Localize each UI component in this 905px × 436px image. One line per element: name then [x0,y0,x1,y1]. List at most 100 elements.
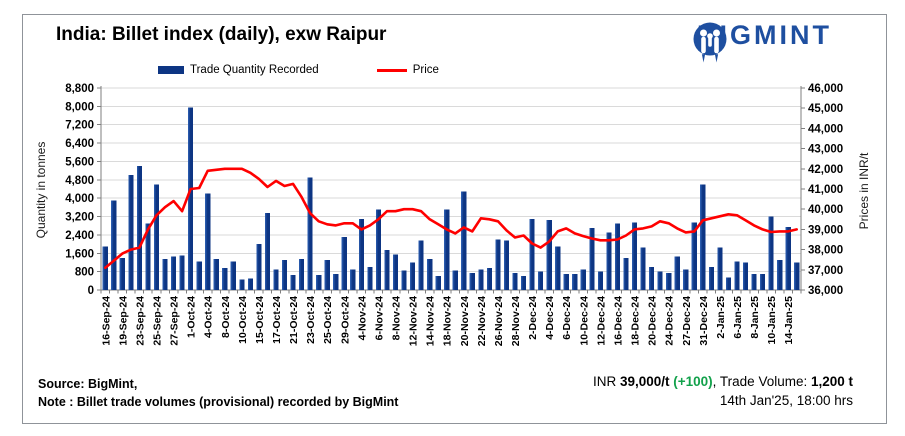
quantity-bar [281,260,288,290]
y-left-tick-label: 800 [75,267,94,279]
x-axis-label: 12-Nov-24 [408,296,420,346]
quantity-bar [734,261,740,290]
x-axis-label: 10-Jan-25 [766,296,778,345]
y-right-tick-label: 43,000 [808,144,843,156]
quantity-bar [247,278,253,290]
quantity-bar [162,259,168,290]
x-axis-label: 25-Sep-24 [151,296,163,346]
quantity-bar [205,193,211,290]
y-right-tick-label: 46,000 [808,83,843,95]
quantity-bar [478,269,484,290]
quantity-bar [708,267,714,290]
quantity-bar [290,275,296,290]
x-axis-label: 16-Dec-24 [612,296,624,346]
x-axis-label: 21-Oct-24 [288,296,300,344]
quantity-bar [572,273,578,290]
quantity-bar [785,226,791,290]
quantity-bar [768,216,774,290]
quantity-bar [170,256,177,290]
x-axis-label: 23-Oct-24 [305,296,317,344]
y-right-tick-label: 44,000 [808,123,843,135]
quantity-bar [700,184,706,290]
y-left-tick-label: 8,000 [65,101,94,113]
x-axis-label: 8-Nov-24 [391,296,403,341]
x-axis-label: 6-Dec-24 [561,296,573,340]
quantity-bar [409,262,416,290]
x-axis-label: 26-Nov-24 [493,296,505,346]
quantity-bar [623,257,629,290]
quantity-bar [196,261,202,290]
x-axis-label: 24-Dec-24 [664,296,676,346]
quantity-bar [435,276,441,290]
quantity-bar [469,272,475,290]
quantity-bar [188,107,194,291]
y-right-tick-label: 42,000 [808,164,843,176]
y-right-tick-label: 39,000 [808,224,843,236]
y-right-tick-label: 40,000 [808,204,843,216]
quantity-bar [666,272,672,290]
quantity-bar [256,244,262,290]
x-axis-label: 27-Sep-24 [169,296,181,346]
x-axis-label: 6-Nov-24 [373,296,385,341]
quantity-bar [153,184,160,290]
quantity-bar [222,268,228,290]
quantity-bar [555,246,561,290]
quantity-bar [239,279,245,290]
x-axis-label: 25-Oct-24 [322,296,334,344]
quantity-bar [486,268,493,290]
quantity-bar [375,209,382,290]
quantity-bar [264,213,271,290]
y-right-tick-label: 38,000 [808,245,843,257]
quantity-bar [631,222,638,290]
x-axis-label: 4-Oct-24 [203,296,215,338]
x-axis-label: 17-Oct-24 [271,296,283,344]
note-line: Note : Billet trade volumes (provisional… [38,395,399,409]
quantity-bar [649,267,655,290]
x-axis-label: 8-Jan-25 [749,296,761,339]
quantity-bar [401,270,407,290]
quantity-bar [614,223,621,290]
quantity-bar [324,260,330,290]
chart-title: India: Billet index (daily), exw Raipur [56,24,387,45]
x-axis-label: 20-Nov-24 [459,296,471,346]
x-axis-label: 18-Nov-24 [442,296,454,346]
quantity-bar [529,218,535,290]
legend-bar-label: Trade Quantity Recorded [190,64,319,76]
quantity-bar [683,269,689,290]
quantity-bar [520,276,527,290]
quantity-bar [563,273,569,290]
quantity-bar [136,166,143,290]
x-axis-label: 23-Sep-24 [134,296,146,346]
quantity-bar [427,259,433,290]
x-axis-label: 4-Nov-24 [356,296,368,341]
x-axis-label: 8-Oct-24 [220,296,232,338]
y-left-tick-label: 4,000 [65,193,94,205]
x-axis-label: 31-Dec-24 [698,296,710,346]
price-volume-line: INR 39,000/t (+100), Trade Volume: 1,200… [593,372,853,391]
quantity-bar [111,200,117,290]
x-axis-label: 19-Sep-24 [117,296,129,346]
y-left-tick-label: 8,800 [65,83,94,95]
x-axis-label: 29-Oct-24 [339,296,351,344]
x-axis-label: 4-Dec-24 [544,296,556,340]
quantity-bar [794,262,800,290]
price-change: (+100) [669,374,713,389]
quantity-bar [316,275,322,290]
legend-line-label: Price [412,64,439,76]
x-axis-label: 22-Nov-24 [476,296,488,346]
quantity-bar [512,272,518,290]
quantity-bar [299,259,305,290]
x-axis-label: 27-Dec-24 [681,296,693,346]
quantity-bar [503,240,510,290]
x-axis-label: 14-Nov-24 [425,296,437,346]
quantity-bar [657,271,663,290]
quantity-bar [461,191,467,290]
quantity-bar [751,273,757,290]
quantity-bar [392,254,399,290]
quantity-bar [589,228,595,290]
latest-price-annotation: INR 39,000/t (+100), Trade Volume: 1,200… [593,372,853,410]
quantity-bar [341,237,347,290]
quantity-bar [725,277,732,290]
quantity-bar [742,262,749,290]
